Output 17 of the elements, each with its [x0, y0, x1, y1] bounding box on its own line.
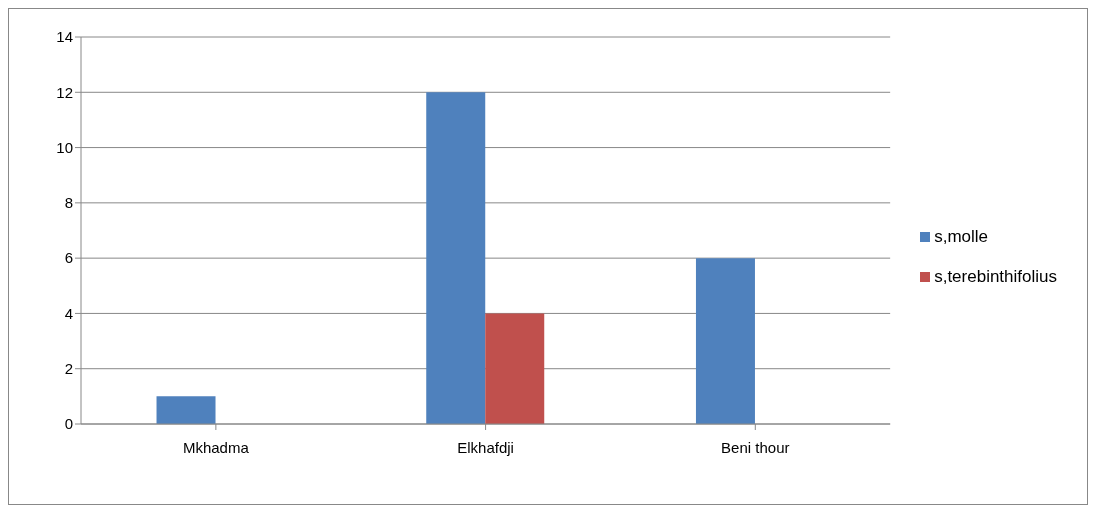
- bar: [485, 313, 545, 424]
- x-tick-label: Mkhadma: [182, 438, 250, 456]
- legend-label: s,terebinthifolius: [934, 266, 1057, 286]
- y-tick-label: 14: [56, 28, 73, 46]
- y-tick-label: 6: [64, 249, 73, 267]
- x-tick-label: Beni thour: [721, 438, 790, 456]
- legend-label: s,molle: [934, 226, 989, 246]
- bar: [426, 92, 486, 424]
- y-tick-label: 8: [64, 194, 73, 212]
- y-tick-label: 10: [56, 138, 73, 156]
- x-tick-label: Elkhafdji: [457, 438, 514, 456]
- bar: [695, 258, 755, 424]
- y-tick-label: 12: [56, 83, 73, 101]
- y-tick-label: 4: [64, 304, 73, 322]
- y-tick-label: 0: [64, 415, 73, 433]
- bar: [156, 396, 216, 424]
- y-tick-label: 2: [64, 360, 73, 378]
